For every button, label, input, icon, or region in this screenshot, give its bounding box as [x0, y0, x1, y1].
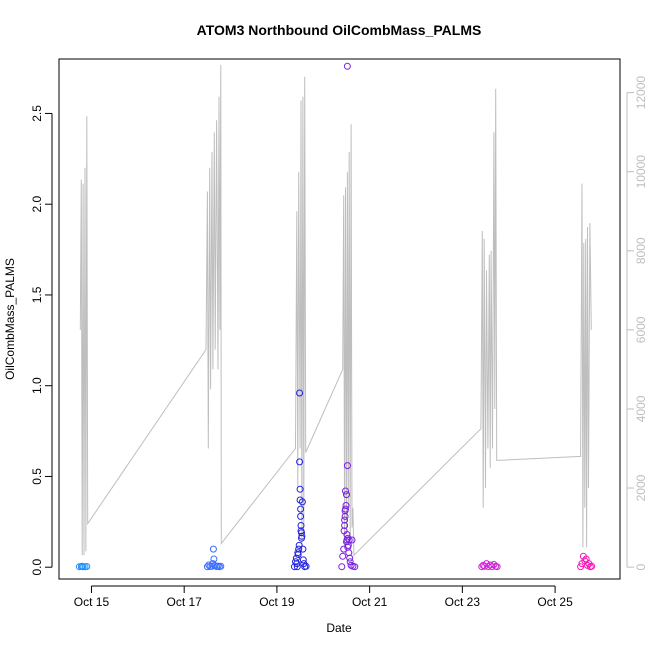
data-point	[296, 485, 304, 493]
data-point	[343, 462, 351, 470]
series-flight-4	[338, 62, 359, 571]
x-tick-label: Oct 23	[445, 595, 481, 609]
x-tick-label: Oct 17	[167, 595, 203, 609]
data-point	[302, 562, 310, 570]
data-point	[210, 555, 218, 563]
chart-title: ATOM3 Northbound OilCombMass_PALMS	[197, 22, 482, 38]
data-point	[297, 512, 305, 520]
data-point	[338, 563, 346, 571]
data-point	[295, 541, 303, 549]
data-point	[343, 62, 351, 70]
y-axis-label: OilCombMass_PALMS	[3, 258, 17, 380]
altitude-line	[79, 64, 592, 557]
data-point	[297, 522, 305, 529]
y-tick-label: 0.5	[30, 468, 44, 485]
x-tick-label: Oct 15	[74, 595, 110, 609]
data-point	[488, 563, 496, 571]
data-point	[296, 496, 304, 504]
data-point	[343, 491, 350, 499]
data-point	[203, 563, 211, 571]
series-flight-2	[203, 545, 225, 571]
data-point	[340, 545, 348, 553]
data-point	[293, 560, 301, 568]
data-point	[341, 516, 349, 524]
data-point	[298, 532, 306, 540]
data-point	[493, 563, 501, 571]
data-point	[292, 558, 299, 566]
data-point	[217, 562, 225, 570]
secondary-y-tick-label: 12000	[634, 76, 648, 110]
data-point	[345, 536, 353, 544]
x-tick-label: Oct 21	[352, 595, 388, 609]
secondary-y-tick-label: 0	[634, 563, 648, 570]
plot-frame	[58, 58, 621, 580]
data-point	[78, 562, 86, 570]
secondary-y-tick-label: 8000	[634, 237, 648, 264]
data-point	[297, 505, 305, 513]
data-point	[346, 554, 354, 562]
data-point	[588, 562, 596, 570]
data-point	[351, 563, 359, 571]
data-point	[209, 545, 217, 553]
secondary-y-tick-label: 2000	[634, 474, 648, 501]
x-axis: Oct 15 Oct 17 Oct 19 Oct 21 Oct 23 Oct 25	[74, 585, 573, 609]
data-point	[479, 561, 487, 569]
secondary-y-tick-label: 10000	[634, 155, 648, 189]
data-point	[299, 545, 307, 553]
y-tick-label: 2.5	[30, 105, 44, 122]
secondary-y-tick-label: 4000	[634, 395, 648, 422]
data-point	[478, 563, 486, 571]
data-points-layer	[75, 62, 596, 571]
data-point	[293, 563, 301, 571]
data-point	[299, 556, 307, 564]
data-point	[342, 502, 350, 509]
series-flight-6	[577, 552, 596, 571]
y-tick-label: 0.0	[30, 559, 44, 576]
y-axis: 0.0 0.5 1.0 1.5 2.0 2.5	[30, 105, 53, 576]
data-point	[339, 552, 347, 560]
altitude-line-layer	[79, 64, 592, 557]
series-flight-3	[291, 389, 310, 571]
data-point	[298, 498, 306, 506]
secondary-y-tick-label: 6000	[634, 316, 648, 343]
data-point	[342, 505, 349, 513]
data-point	[294, 551, 302, 558]
x-axis-label: Date	[326, 621, 352, 635]
data-point	[83, 563, 91, 570]
x-tick-label: Oct 25	[537, 595, 573, 609]
y-tick-label: 2.0	[30, 196, 44, 213]
series-flight-1	[75, 562, 91, 571]
data-point	[344, 534, 352, 542]
secondary-y-axis: 0 2000 4000 6000 8000 10000 12000	[626, 76, 648, 570]
series-flight-5	[478, 560, 501, 571]
data-point	[295, 545, 303, 553]
x-tick-label: Oct 19	[259, 595, 295, 609]
y-tick-label: 1.5	[30, 286, 44, 303]
data-point	[342, 487, 349, 495]
y-tick-label: 1.0	[30, 377, 44, 394]
data-point	[348, 536, 356, 544]
data-point	[296, 389, 304, 397]
data-point	[296, 458, 304, 466]
